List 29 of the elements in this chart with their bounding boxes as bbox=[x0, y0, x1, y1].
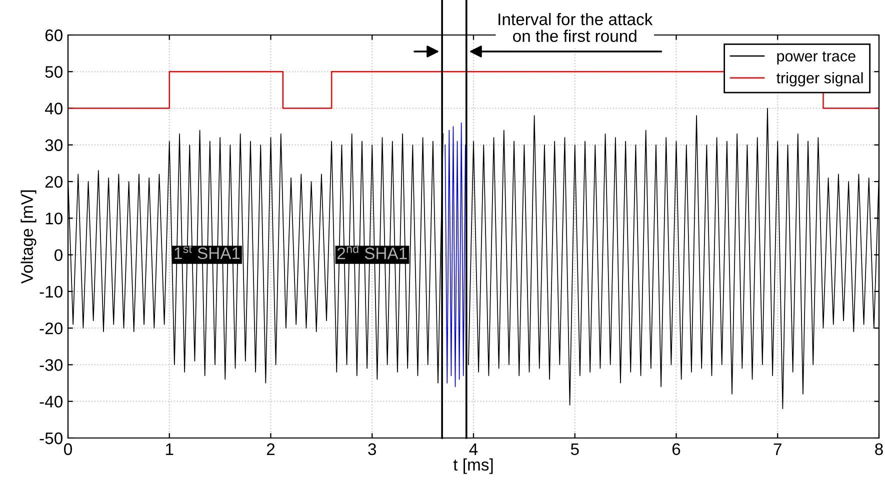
line-series bbox=[444, 122, 466, 388]
y-tick-label: -50 bbox=[40, 432, 62, 444]
y-tick-label: -30 bbox=[40, 359, 62, 371]
y-tick-label: 60 bbox=[45, 29, 62, 42]
y-tick-label: 30 bbox=[45, 139, 62, 152]
y-tick-label: -20 bbox=[40, 322, 62, 334]
x-tick-label: 3 bbox=[368, 443, 376, 456]
x-tick-label: 1 bbox=[166, 443, 174, 455]
legend-label: power trace bbox=[777, 51, 856, 65]
annotation: 1$^{st}$ SHA1 bbox=[174, 245, 240, 260]
x-tick-label: 5 bbox=[570, 443, 579, 456]
x-tick-label: 8 bbox=[875, 443, 883, 456]
y-axis-title: Voltage [mV] bbox=[20, 190, 36, 284]
x-axis-title: t [ms] bbox=[453, 458, 493, 474]
legend-label: trigger signal bbox=[776, 72, 863, 86]
annotation: Interval for the attack on the first round bbox=[498, 13, 653, 42]
x-tick-label: 2 bbox=[266, 443, 275, 455]
y-tick-label: -40 bbox=[40, 396, 62, 408]
x-tick-label: 4 bbox=[469, 443, 478, 455]
y-tick-label: 0 bbox=[54, 249, 62, 262]
y-tick-label: 20 bbox=[45, 176, 62, 188]
y-tick-label: 10 bbox=[46, 212, 62, 224]
y-tick-label: 50 bbox=[45, 66, 62, 78]
x-tick-label: 7 bbox=[774, 443, 782, 455]
annotation: 2$^{nd}$ SHA1 bbox=[337, 244, 407, 260]
y-tick-label: 40 bbox=[44, 102, 62, 114]
y-tick-label: -10 bbox=[40, 286, 62, 298]
x-tick-label: 0 bbox=[64, 443, 72, 456]
x-tick-label: 6 bbox=[672, 443, 680, 456]
